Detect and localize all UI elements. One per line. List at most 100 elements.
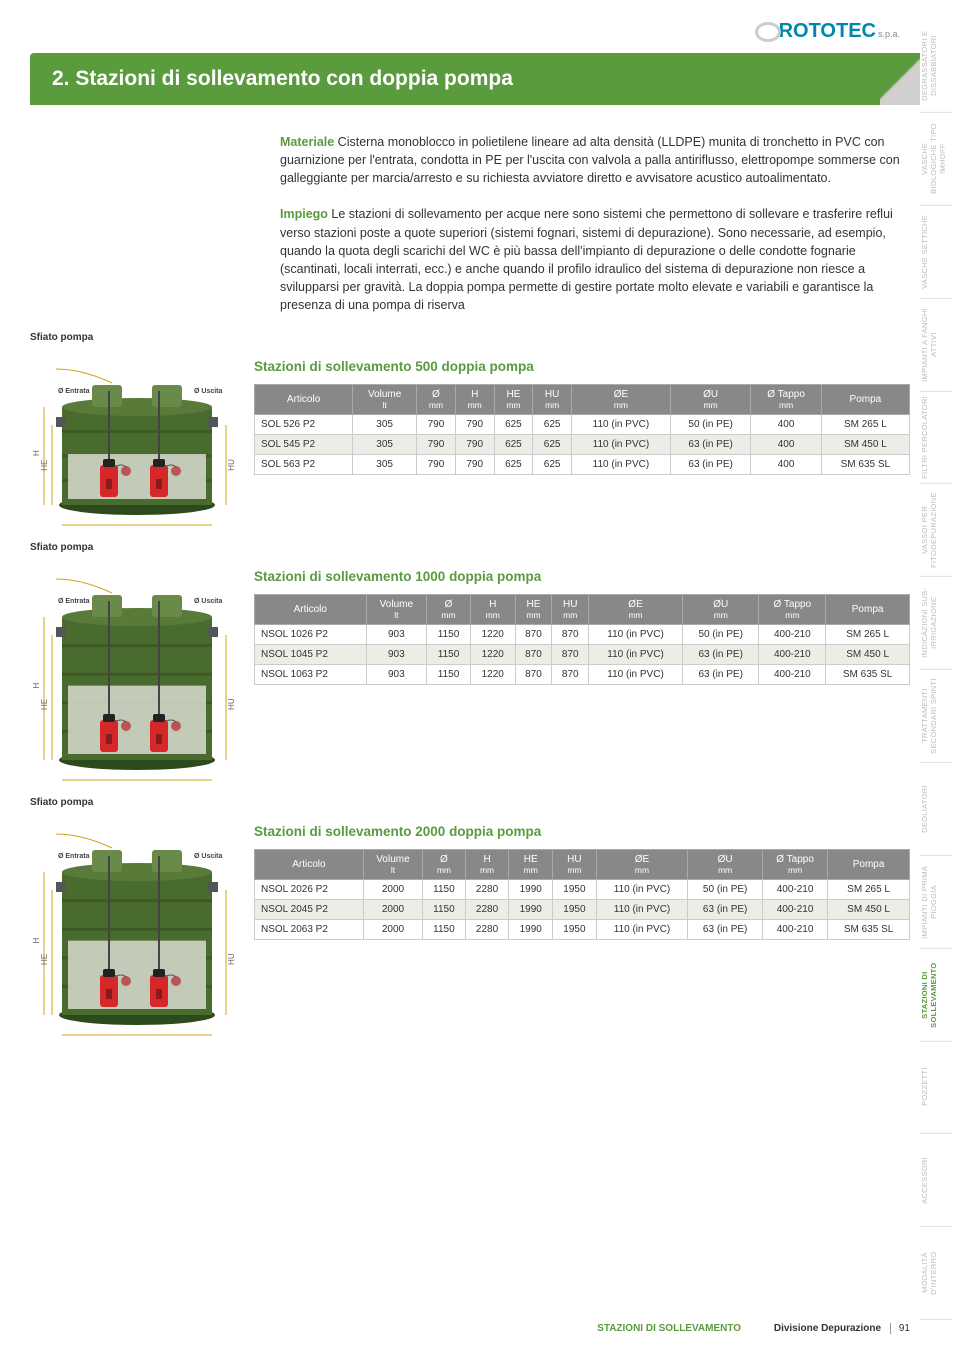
sidebar-item[interactable]: POZZETTI xyxy=(920,1041,952,1134)
table-cell: 870 xyxy=(552,625,589,645)
table-cell: SM 635 SL xyxy=(821,455,909,475)
table-header: Pompa xyxy=(821,385,909,415)
table-cell: 110 (in PVC) xyxy=(572,455,671,475)
table-cell: NSOL 1026 P2 xyxy=(255,625,367,645)
table-header: HEmm xyxy=(509,850,553,880)
table-cell: SOL 526 P2 xyxy=(255,415,353,435)
table-cell: 870 xyxy=(515,625,552,645)
svg-text:HE: HE xyxy=(40,460,49,471)
svg-text:Ø Entrata: Ø Entrata xyxy=(58,388,90,395)
table-title: Stazioni di sollevamento 2000 doppia pom… xyxy=(254,824,910,839)
sidebar-item[interactable]: VASCHE SETTICHE xyxy=(920,206,952,299)
table-cell: 400-210 xyxy=(759,625,826,645)
svg-text:H: H xyxy=(32,938,41,944)
table-cell: 110 (in PVC) xyxy=(596,920,688,940)
table-cell: 790 xyxy=(455,435,494,455)
table-header: Articolo xyxy=(255,385,353,415)
table-header: Volumelt xyxy=(353,385,417,415)
table-cell: 1150 xyxy=(427,645,471,665)
table-cell: 1950 xyxy=(553,920,597,940)
table-cell: 305 xyxy=(353,415,417,435)
table-row: NSOL 1063 P290311501220870870110 (in PVC… xyxy=(255,665,910,685)
footer-division: Divisione Depurazione xyxy=(774,1323,881,1334)
sidebar-item[interactable]: FILTRI PERCOLATORI xyxy=(920,391,952,484)
sidebar-item[interactable]: TRATTAMENTI SECONDARI SPINTI xyxy=(920,670,952,763)
table-cell: 63 (in PE) xyxy=(670,435,751,455)
table-cell: SM 635 SL xyxy=(828,920,910,940)
table-row: SOL 545 P2305790790625625110 (in PVC)63 … xyxy=(255,435,910,455)
table-row: NSOL 1045 P290311501220870870110 (in PVC… xyxy=(255,645,910,665)
table-header: Volumelt xyxy=(363,850,422,880)
table-row: SOL 563 P2305790790625625110 (in PVC)63 … xyxy=(255,455,910,475)
table-cell: 1150 xyxy=(423,880,466,900)
table-cell: 1990 xyxy=(509,900,553,920)
table-cell: 400-210 xyxy=(763,900,828,920)
table-cell: 110 (in PVC) xyxy=(589,625,683,645)
table-cell: 1220 xyxy=(470,645,515,665)
table-cell: 625 xyxy=(494,435,533,455)
sidebar-item[interactable]: MODALITÀ D'INTERRO xyxy=(920,1227,952,1320)
table-cell: NSOL 2026 P2 xyxy=(255,880,364,900)
table-header: HUmm xyxy=(553,850,597,880)
table-cell: NSOL 1063 P2 xyxy=(255,665,367,685)
table-cell: 110 (in PVC) xyxy=(596,880,688,900)
sidebar-item[interactable]: VASCHE BIOLOGICHE TIPO IMHOFF xyxy=(920,113,952,206)
table-header: ØUmm xyxy=(670,385,751,415)
table-header: Hmm xyxy=(465,850,509,880)
tank-diagram-container: H HE HU Ø Ø Entrata Ø Uscita xyxy=(30,353,240,534)
svg-text:Ø Uscita: Ø Uscita xyxy=(194,853,223,860)
sidebar-item[interactable]: ACCESSORI xyxy=(920,1134,952,1227)
spec-table: ArticoloVolumeltØmmHmmHEmmHUmmØEmmØUmmØ … xyxy=(254,384,910,475)
table-cell: 1220 xyxy=(470,625,515,645)
table-cell: 790 xyxy=(417,415,456,435)
table-cell: SOL 563 P2 xyxy=(255,455,353,475)
table-cell: 903 xyxy=(366,665,427,685)
table-header: HEmm xyxy=(494,385,533,415)
svg-text:HU: HU xyxy=(227,953,236,965)
table-cell: 50 (in PE) xyxy=(682,625,759,645)
table-cell: 110 (in PVC) xyxy=(596,900,688,920)
table-row: NSOL 2045 P220001150228019901950110 (in … xyxy=(255,900,910,920)
table-row: NSOL 1026 P290311501220870870110 (in PVC… xyxy=(255,625,910,645)
sidebar-item[interactable]: IMPIANTI A FANGHI ATTIVI xyxy=(920,299,952,392)
table-cell: 790 xyxy=(417,435,456,455)
table-cell: 50 (in PE) xyxy=(670,415,751,435)
table-cell: 2000 xyxy=(363,900,422,920)
table-row: SOL 526 P2305790790625625110 (in PVC)50 … xyxy=(255,415,910,435)
table-cell: 400-210 xyxy=(763,920,828,940)
sidebar-item[interactable]: INDICAZIONI SUB-IRRIGAZIONE xyxy=(920,577,952,670)
spec-table: ArticoloVolumeltØmmHmmHEmmHUmmØEmmØUmmØ … xyxy=(254,594,910,685)
table-cell: 790 xyxy=(417,455,456,475)
table-cell: 63 (in PE) xyxy=(670,455,751,475)
sidebar-item[interactable]: DEOLIATORI xyxy=(920,763,952,856)
tank-diagram-container: H HE HU Ø Ø Entrata Ø Uscita xyxy=(30,563,240,789)
table-cell: 1990 xyxy=(509,920,553,940)
table-header: Pompa xyxy=(828,850,910,880)
table-header: HUmm xyxy=(552,595,589,625)
svg-text:H: H xyxy=(32,683,41,689)
table-cell: 2000 xyxy=(363,920,422,940)
logo: ROTOTECs.p.a. xyxy=(30,20,910,43)
table-cell: NSOL 2063 P2 xyxy=(255,920,364,940)
table-cell: 1950 xyxy=(553,880,597,900)
table-cell: 790 xyxy=(455,415,494,435)
sidebar-item[interactable]: DEGRASSATORI E DISSABBIATORI xyxy=(920,20,952,113)
footer: STAZIONI DI SOLLEVAMENTO Divisione Depur… xyxy=(0,1323,910,1334)
table-title: Stazioni di sollevamento 1000 doppia pom… xyxy=(254,569,910,584)
sidebar-item[interactable]: STAZIONI DI SOLLEVAMENTO xyxy=(920,949,952,1042)
table-cell: 63 (in PE) xyxy=(688,900,763,920)
table-cell: SM 635 SL xyxy=(826,665,910,685)
table-cell: 63 (in PE) xyxy=(682,645,759,665)
table-cell: 625 xyxy=(533,455,572,475)
table-cell: 400-210 xyxy=(763,880,828,900)
table-cell: 1990 xyxy=(509,880,553,900)
table-cell: 625 xyxy=(494,455,533,475)
logo-suffix: s.p.a. xyxy=(878,29,900,39)
table-cell: 790 xyxy=(455,455,494,475)
material-text: Cisterna monoblocco in polietilene linea… xyxy=(280,135,900,185)
table-header: Pompa xyxy=(826,595,910,625)
table-header: ØUmm xyxy=(682,595,759,625)
sidebar-item[interactable]: IMPIANTI DI PRIMA PIOGGIA xyxy=(920,856,952,949)
sidebar-item[interactable]: VASSOI PER FITODEPURAZIONE xyxy=(920,484,952,577)
table-cell: 400 xyxy=(751,435,821,455)
